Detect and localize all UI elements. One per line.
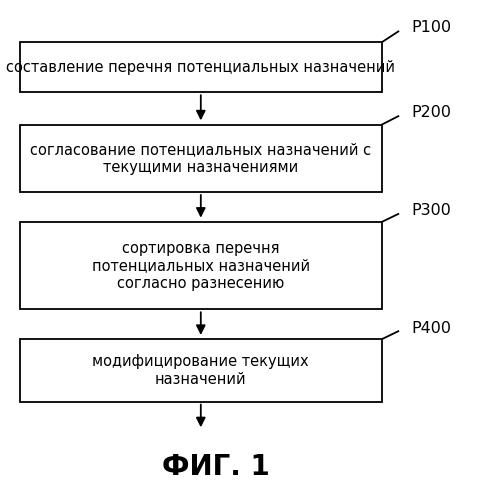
Text: составление перечня потенциальных назначений: составление перечня потенциальных назнач… bbox=[7, 60, 394, 75]
Text: P200: P200 bbox=[411, 105, 451, 120]
Text: модифицирование текущих
назначений: модифицирование текущих назначений bbox=[92, 354, 309, 387]
Bar bbox=[20, 222, 381, 309]
Text: сортировка перечня
потенциальных назначений
согласно разнесению: сортировка перечня потенциальных назначе… bbox=[92, 241, 309, 290]
Bar bbox=[20, 125, 381, 192]
Text: P100: P100 bbox=[411, 20, 451, 35]
Bar bbox=[20, 339, 381, 402]
Text: согласование потенциальных назначений с
текущими назначениями: согласование потенциальных назначений с … bbox=[30, 142, 371, 175]
Text: ФИГ. 1: ФИГ. 1 bbox=[162, 453, 269, 481]
Text: P300: P300 bbox=[411, 203, 450, 218]
Text: P400: P400 bbox=[411, 321, 451, 336]
Bar bbox=[20, 42, 381, 92]
